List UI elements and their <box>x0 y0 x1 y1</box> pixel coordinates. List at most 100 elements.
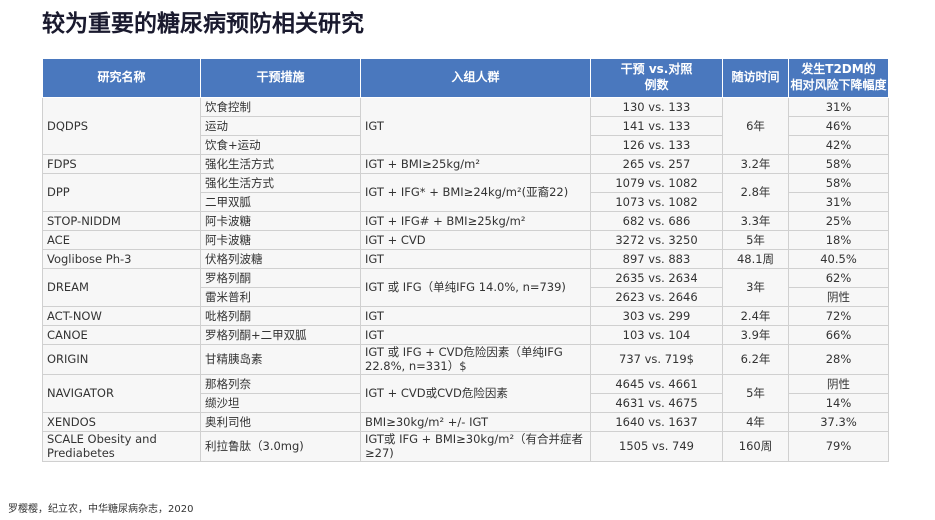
study-name: DPP <box>42 173 201 212</box>
comparison: 141 vs. 133 <box>590 116 723 136</box>
header-cell: 研究名称 <box>42 58 201 98</box>
source: 罗樱樱，纪立农，中华糖尿病杂志，2020 <box>8 504 194 515</box>
study-name: FDPS <box>42 154 201 174</box>
risk-reduction: 37.3% <box>788 411 889 432</box>
header-line: 研究名称 <box>97 70 146 85</box>
comparison: 682 vs. 686 <box>590 211 723 231</box>
risk-reduction: 40.5% <box>788 249 889 269</box>
table-body: DQDPS 饮食控制 IGT 130 vs. 133 6年 31% 运动 141 vs. 13… <box>42 97 889 462</box>
intervention: 甘精胰岛素 <box>200 344 361 375</box>
followup: 3.9年 <box>722 325 789 345</box>
header-cell: 干预措施 <box>200 58 361 98</box>
table-row: XENDOS 奥利司他 BMI≥30kg/m² +/- IGT 1640 vs. 16… <box>42 411 889 432</box>
risk-reduction: 66% <box>788 325 889 345</box>
table-row: Voglibose Ph-3 伏格列波糖 IGT 897 vs. 883 48.1周 40… <box>42 249 889 269</box>
population: IGT或 IFG + BMI≥30kg/m²（有合并症者≥27) <box>360 430 591 462</box>
comparison: 4631 vs. 4675 <box>590 392 723 413</box>
followup: 48.1周 <box>722 249 789 269</box>
comparison: 1079 vs. 1082 <box>590 173 723 193</box>
header-line: 例数 <box>644 78 669 92</box>
risk-reduction: 62% <box>788 268 889 288</box>
header-cell: 入组人群 <box>360 58 591 98</box>
risk-reduction: 31% <box>788 192 889 212</box>
risk-reduction: 31% <box>788 97 889 117</box>
population: IGT + CVD或CVD危险因素 <box>360 373 591 413</box>
population: IGT <box>360 97 591 155</box>
table-row: DPP 强化生活方式 IGT + IFG* + BMI≥24kg/m²(亚裔22) 1… <box>42 173 889 212</box>
followup: 160周 <box>722 430 789 462</box>
comparison: 1073 vs. 1082 <box>590 192 723 212</box>
table-row: ORIGIN 甘精胰岛素 IGT 或 IFG + CVD危险因素（单纯IFG 22.… <box>42 344 889 375</box>
population: IGT + IFG# + BMI≥25kg/m² <box>360 211 591 231</box>
header-line: 发生T2DM的 <box>801 62 876 77</box>
comparison: 103 vs. 104 <box>590 325 723 345</box>
header-line: 入组人群 <box>451 70 500 85</box>
table-row: 缬沙坦 4631 vs. 4675 14% <box>43 392 889 413</box>
table-row: ACT-NOW 吡格列酮 IGT 303 vs. 299 2.4年 72% <box>42 306 889 326</box>
followup: 5年 <box>722 230 789 250</box>
study-name: CANOE <box>42 325 201 345</box>
intervention: 二甲双胍 <box>200 192 361 212</box>
comparison: 265 vs. 257 <box>590 154 723 174</box>
study-name: DREAM <box>42 268 201 307</box>
study-name: ORIGIN <box>42 344 201 375</box>
intervention: 罗格列酮 <box>200 268 361 288</box>
intervention: 罗格列酮+二甲双胍 <box>200 325 361 345</box>
comparison: 3272 vs. 3250 <box>590 230 723 250</box>
comparison: 2635 vs. 2634 <box>590 268 723 288</box>
intervention: 奥利司他 <box>200 411 361 432</box>
risk-reduction: 阴性 <box>788 373 889 394</box>
intervention: 阿卡波糖 <box>200 211 361 231</box>
study-name: SCALE Obesity and Prediabetes <box>42 430 201 462</box>
risk-reduction: 阴性 <box>788 287 889 307</box>
comparison: 126 vs. 133 <box>590 135 723 155</box>
risk-reduction: 46% <box>788 116 889 136</box>
intervention: 饮食控制 <box>200 97 361 117</box>
table-row: 运动 141 vs. 133 46% <box>43 116 889 136</box>
title: 较为重要的糖尿病预防相关研究 <box>42 11 364 37</box>
intervention: 利拉鲁肽（3.0mg) <box>200 430 361 462</box>
risk-reduction: 58% <box>788 154 889 174</box>
intervention: 那格列奈 <box>200 373 361 394</box>
intervention: 运动 <box>200 116 361 136</box>
table-row: FDPS 强化生活方式 IGT + BMI≥25kg/m² 265 vs. 257 3.… <box>42 154 889 174</box>
followup: 6.2年 <box>722 344 789 375</box>
study-name: DQDPS <box>42 97 201 155</box>
followup: 6年 <box>722 97 789 155</box>
table-row: 雷米普利 2623 vs. 2646 阴性 <box>43 287 889 307</box>
header-line: 随访时间 <box>731 70 780 85</box>
risk-reduction: 25% <box>788 211 889 231</box>
followup: 5年 <box>722 373 789 413</box>
population: IGT 或 IFG（单纯IFG 14.0%, n=739) <box>360 268 591 307</box>
followup: 3.3年 <box>722 211 789 231</box>
intervention: 强化生活方式 <box>200 173 361 193</box>
header-cell: 干预 vs.对照 例数 <box>590 58 723 98</box>
risk-reduction: 79% <box>788 430 889 462</box>
population: IGT <box>360 249 591 269</box>
comparison: 303 vs. 299 <box>590 306 723 326</box>
table-row: NAVIGATOR 那格列奈 IGT + CVD或CVD危险因素 4645 vs. 4… <box>42 373 889 413</box>
comparison: 1505 vs. 749 <box>590 430 723 462</box>
population: IGT + CVD <box>360 230 591 250</box>
risk-reduction: 28% <box>788 344 889 375</box>
population: IGT 或 IFG + CVD危险因素（单纯IFG 22.8%, n=331）$ <box>360 344 591 375</box>
followup: 2.8年 <box>722 173 789 212</box>
risk-reduction: 42% <box>788 135 889 155</box>
header-line: 干预 vs.对照 <box>620 62 693 77</box>
population: IGT <box>360 306 591 326</box>
intervention: 吡格列酮 <box>200 306 361 326</box>
table-row: DREAM 罗格列酮 IGT 或 IFG（单纯IFG 14.0%, n=739) 26… <box>42 268 889 307</box>
comparison: 1640 vs. 1637 <box>590 411 723 432</box>
intervention: 伏格列波糖 <box>200 249 361 269</box>
header-line: 相对风险下降幅度 <box>790 78 887 92</box>
header-line: 干预措施 <box>256 70 305 85</box>
table-row: 饮食+运动 126 vs. 133 42% <box>43 135 889 155</box>
study-name: STOP-NIDDM <box>42 211 201 231</box>
header-cell: 发生T2DM的 相对风险下降幅度 <box>788 58 889 98</box>
table-row: ACE 阿卡波糖 IGT + CVD 3272 vs. 3250 5年 18% <box>42 230 889 250</box>
population: IGT + BMI≥25kg/m² <box>360 154 591 174</box>
risk-reduction: 58% <box>788 173 889 193</box>
table-row: SCALE Obesity and Prediabetes 利拉鲁肽（3.0mg)… <box>42 430 889 462</box>
followup: 4年 <box>722 411 789 432</box>
